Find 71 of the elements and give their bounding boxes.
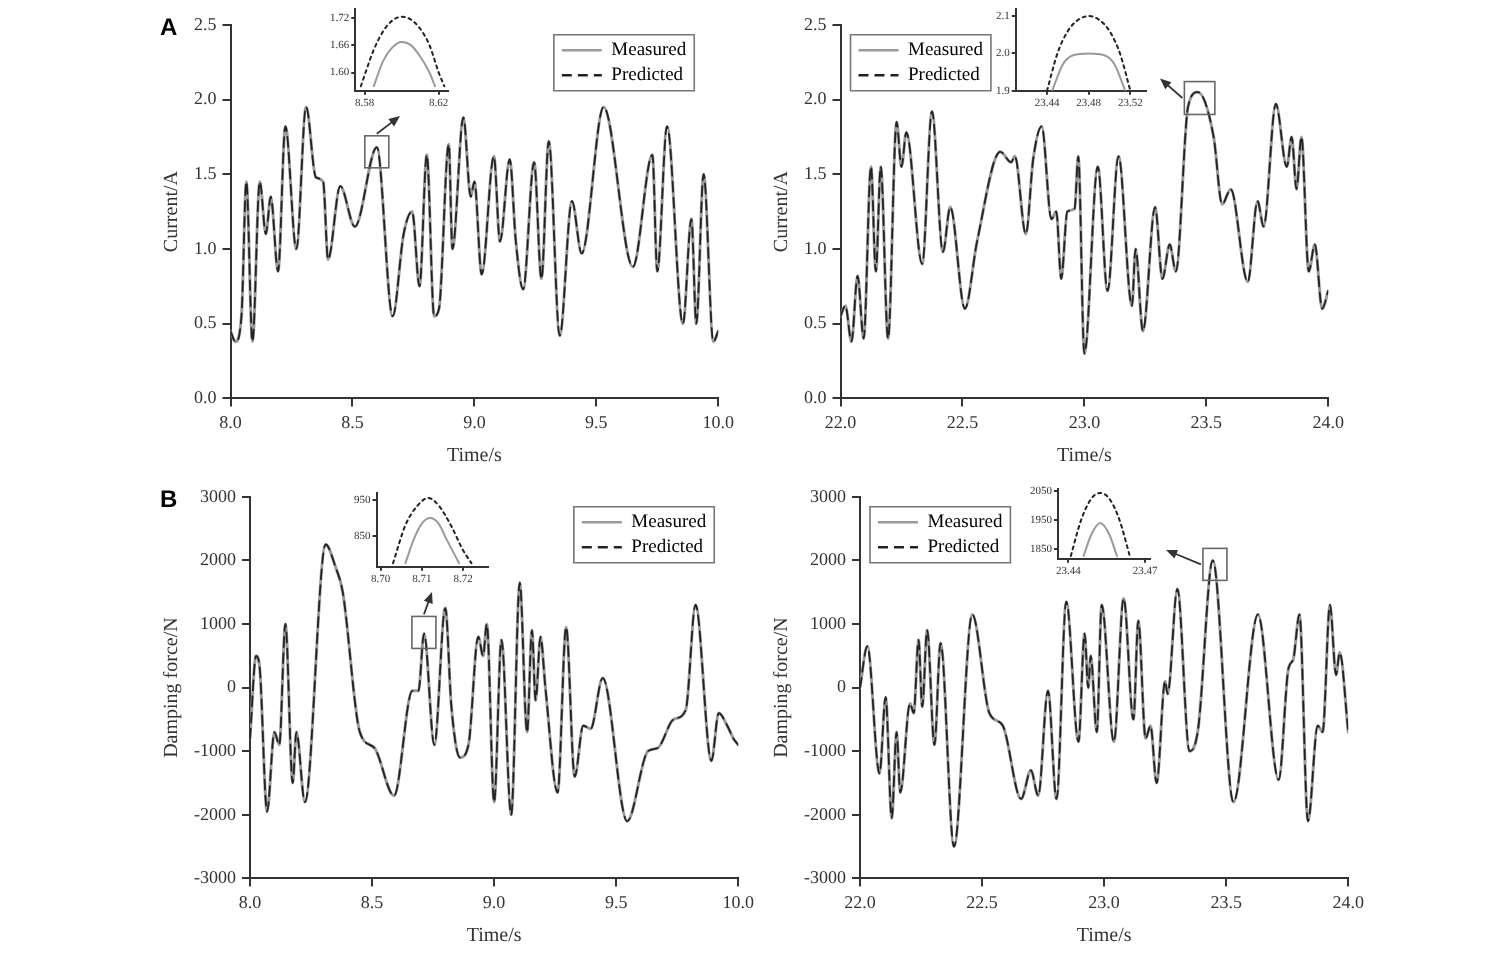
y-axis-title: Current/A [161,169,184,253]
y-tick-label: 1000 [199,612,237,633]
legend-label: Predicted [611,66,684,87]
x-tick-label: 9.5 [604,891,629,912]
legend-label: Measured [908,41,984,62]
x-tick-label: 8.5 [341,411,365,432]
x-tick-label: 24.0 [1312,411,1345,432]
y-tick-label: 0.5 [194,312,218,333]
line-series [1046,15,1132,91]
y-tick-label: 2.0 [194,88,218,109]
line-series [1051,52,1127,91]
x-tick-label: 22.0 [844,891,877,912]
line-series [392,497,473,565]
y-tick-label: 0.5 [804,312,828,333]
y-tick-label: 2.5 [194,13,218,34]
legend-label: Measured [631,513,707,534]
legend-label: Measured [927,513,1003,534]
x-tick-label: 9.0 [463,411,487,432]
y-axis-title: Damping force/N [161,617,184,758]
line-series [1069,491,1131,557]
text: A [160,12,178,41]
y-tick-label: 3000 [809,485,847,506]
y-tick-label: 1.5 [804,162,828,183]
y-tick-label: 2.0 [804,88,828,109]
x-tick-label: 10.0 [702,411,735,432]
y-tick-label: 3000 [199,485,237,506]
x-tick-label: 22.0 [824,411,858,432]
x-tick-label: 8.0 [219,411,243,432]
x-tick-label: 22.5 [966,891,999,912]
x-tick-label: 8.5 [360,891,385,912]
y-tick-label: 1.5 [194,162,218,183]
x-tick-label: 23.5 [1190,411,1224,432]
y-tick-label: -3000 [193,867,237,888]
y-tick-label: 0.0 [194,387,218,408]
x-tick-label: 23.0 [1068,411,1102,432]
legend-label: Predicted [908,66,981,87]
y-tick-label: -1000 [803,739,847,760]
y-tick-label: 2000 [809,549,847,570]
y-tick-label: 0.0 [804,387,828,408]
x-tick-label: 23.0 [1088,891,1121,912]
y-tick-label: 2000 [199,549,237,570]
x-axis-title: Time/s [1076,925,1132,948]
x-tick-label: 23.5 [1210,891,1243,912]
y-tick-label: 2.5 [804,13,828,34]
y-tick-label: 1000 [809,612,847,633]
y-tick-label: -1000 [193,739,237,760]
y-tick-label: 1.0 [804,237,828,258]
y-tick-label: -2000 [193,803,237,824]
y-axis-title: Damping force/N [771,617,794,758]
y-axis-title: Current/A [771,169,794,253]
text: B [160,484,178,513]
y-tick-label: 1.0 [194,237,218,258]
y-tick-label: 0 [836,676,847,697]
x-tick-label: 24.0 [1332,891,1365,912]
x-axis-title: Time/s [466,925,522,948]
line-series [404,516,461,565]
legend-label: Predicted [927,538,1000,559]
y-tick-label: -3000 [803,867,847,888]
x-tick-label: 10.0 [722,891,755,912]
x-axis-title: Time/s [446,445,503,468]
x-tick-label: 9.0 [482,891,507,912]
x-axis-title: Time/s [1056,445,1113,468]
legend-label: Predicted [631,538,704,559]
line-series [372,40,437,88]
x-tick-label: 9.5 [585,411,609,432]
x-tick-label: 22.5 [946,411,980,432]
y-tick-label: 0 [226,676,237,697]
legend-label: Measured [611,41,687,62]
x-tick-label: 8.0 [238,891,263,912]
y-tick-label: -2000 [803,803,847,824]
line-series [359,15,446,88]
